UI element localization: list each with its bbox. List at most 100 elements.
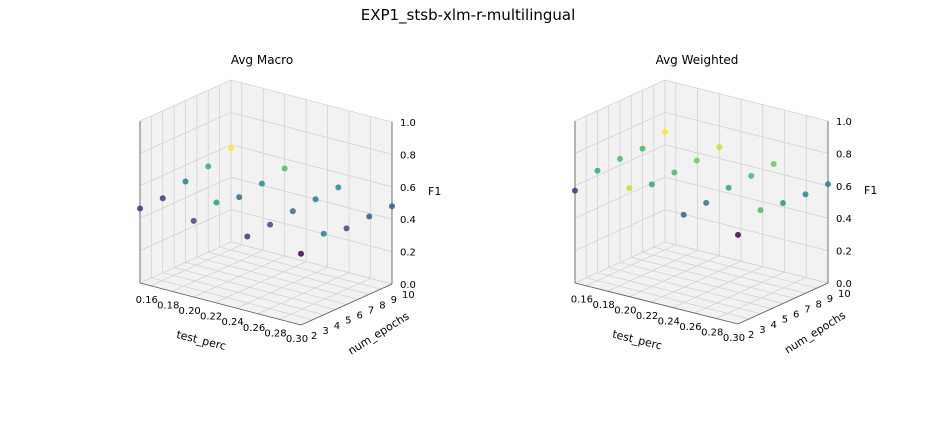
data-point — [716, 144, 723, 151]
data-point — [159, 195, 166, 202]
data-point — [662, 128, 668, 135]
y-tick-label: 8 — [816, 299, 822, 310]
chart-panel-1: 0.160.180.200.220.240.260.280.30 2 3 4 5 6 7 8 9… — [136, 53, 442, 357]
z-tick-label: 0.2 — [400, 248, 416, 259]
data-point — [693, 157, 700, 164]
z-tick-label: 0.4 — [400, 215, 416, 226]
data-point — [213, 199, 220, 206]
axis-spine — [139, 121, 393, 326]
z-tick-label: 0.8 — [400, 150, 416, 161]
y-tick-label: 7 — [804, 304, 810, 315]
x-tick-label: 0.30 — [723, 333, 745, 344]
z-tick-label: 0.4 — [836, 214, 852, 225]
data-point — [320, 230, 327, 237]
subplot-title: Avg Weighted — [656, 53, 739, 67]
x-tick-label: 0.26 — [679, 322, 701, 333]
y-tick-label: 8 — [379, 300, 385, 311]
data-point — [335, 184, 342, 191]
data-point — [267, 221, 274, 228]
y-tick-label: 9 — [827, 294, 833, 305]
data-point — [735, 231, 741, 238]
data-point — [190, 217, 197, 224]
data-point — [680, 211, 687, 218]
x-tick-label: 0.16 — [136, 295, 158, 306]
z-gridline — [574, 144, 829, 187]
figure-title: EXP1_stsb-xlm-r-multilingual — [360, 6, 576, 24]
y-tick-label: 2 — [748, 330, 754, 341]
x-tick-label: 0.30 — [286, 334, 308, 345]
data-point — [258, 180, 265, 187]
pane-back — [231, 80, 392, 284]
x-tick-label: 0.20 — [614, 306, 636, 317]
data-point — [626, 185, 633, 192]
data-point — [244, 233, 251, 240]
data-point — [748, 172, 755, 179]
data-point — [389, 203, 395, 210]
data-point — [757, 207, 764, 214]
y-tick-label: 3 — [759, 325, 765, 336]
z-tick-label: 0.6 — [400, 183, 416, 194]
z-gridline — [139, 111, 393, 155]
z-axis-label: F1 — [864, 184, 877, 197]
z-tick-label: 0.6 — [836, 182, 852, 193]
z-tick-label: 0.0 — [836, 279, 852, 290]
y-tick-label: 10 — [838, 289, 851, 300]
z-gridline — [574, 176, 829, 219]
z-gridline — [139, 176, 393, 220]
data-point — [312, 196, 319, 203]
data-point — [572, 187, 578, 194]
y-tick-label: 3 — [322, 326, 328, 337]
y-tick-label: 5 — [782, 315, 788, 326]
x-tick-label: 0.28 — [264, 328, 286, 339]
z-tick-label: 1.0 — [400, 118, 416, 129]
y-tick-label: 4 — [334, 321, 340, 332]
y-tick-label: 9 — [391, 295, 397, 306]
data-point — [594, 167, 601, 174]
axis-spine — [574, 121, 829, 325]
x-tick-label: 0.22 — [200, 312, 222, 323]
data-point — [780, 200, 786, 207]
data-point — [366, 213, 373, 220]
data-point — [770, 161, 777, 168]
z-gridline — [574, 241, 829, 284]
data-point — [671, 169, 678, 176]
data-point — [639, 145, 646, 152]
y-tick-label: 2 — [311, 331, 317, 342]
x-tick-label: 0.16 — [571, 295, 593, 306]
chart-panel-2: 0.16 0.18 0.20 0.22 0.24 0.26 0.28 0.30 2 3 4 5 6 7 8 9… — [571, 53, 878, 356]
data-point — [343, 225, 350, 232]
data-point — [182, 178, 189, 185]
x-tick-label: 0.22 — [636, 311, 658, 322]
z-tick-label: 0.0 — [400, 280, 416, 291]
z-tick-label: 0.2 — [836, 247, 852, 258]
z-gridline — [139, 209, 393, 252]
y-tick-label: 7 — [368, 305, 374, 316]
data-point — [137, 205, 143, 212]
x-axis-label: test_perc — [175, 328, 227, 353]
x-tick-label: 0.28 — [701, 328, 723, 339]
x-tick-label: 0.24 — [221, 317, 243, 328]
y-tick-label: 4 — [771, 320, 777, 331]
z-gridline — [139, 241, 393, 285]
y-tick-label: 6 — [793, 310, 799, 321]
data-point — [236, 194, 243, 201]
x-tick-label: 0.24 — [658, 317, 680, 328]
z-gridline — [574, 79, 829, 122]
data-point — [617, 155, 623, 162]
z-axis-label: F1 — [428, 185, 441, 198]
data-point — [648, 181, 655, 188]
z-gridline — [574, 209, 829, 251]
x-axis-label: test_perc — [611, 328, 663, 353]
z-tick-label: 1.0 — [836, 117, 852, 128]
data-point — [205, 163, 212, 170]
y-tick-label: 6 — [357, 311, 363, 322]
z-gridline — [139, 79, 393, 123]
data-point — [802, 191, 809, 198]
x-tick-label: 0.26 — [243, 323, 265, 334]
data-point — [228, 145, 234, 152]
data-point — [281, 165, 288, 172]
x-tick-label: 0.18 — [592, 300, 614, 311]
subplot-title: Avg Macro — [231, 53, 293, 67]
z-gridline — [574, 111, 829, 154]
